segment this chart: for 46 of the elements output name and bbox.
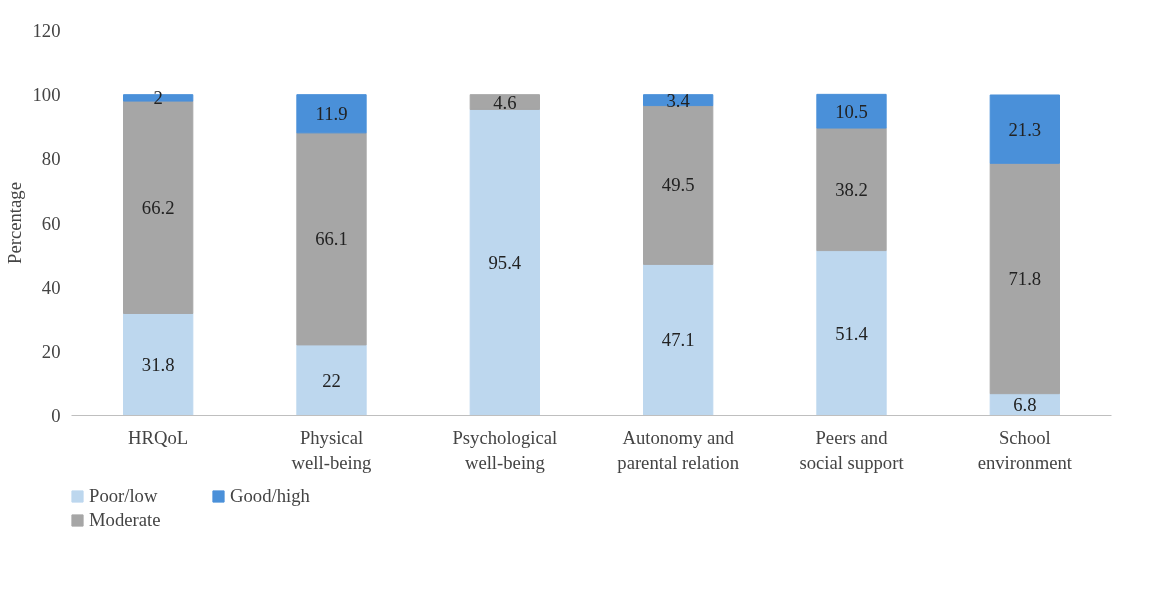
data-label: 22 xyxy=(322,369,341,391)
y-tick-label: 20 xyxy=(41,340,61,362)
data-label: 71.8 xyxy=(1008,268,1042,289)
y-tick-label: 60 xyxy=(41,212,61,234)
bar xyxy=(643,105,714,265)
legend-label: Moderate xyxy=(89,509,162,531)
data-label: 31.8 xyxy=(141,353,175,375)
y-tick-label: 120 xyxy=(32,20,61,41)
data-label: 51.4 xyxy=(835,322,869,344)
x-tick-label: Physical well-being xyxy=(291,426,372,473)
data-label: 95.4 xyxy=(488,251,522,273)
data-label: 47.1 xyxy=(661,329,695,351)
x-tick-label: School environment xyxy=(977,426,1073,473)
x-tick-label: HRQoL xyxy=(128,426,189,448)
data-label: 11.9 xyxy=(315,103,348,125)
x-tick-label: Autonomy and parental relation xyxy=(617,426,740,473)
y-axis-title: Percentage xyxy=(3,182,25,264)
bar xyxy=(296,132,367,346)
data-label: 6.8 xyxy=(1013,394,1037,416)
data-label: 4.6 xyxy=(493,91,517,113)
data-label: 66.1 xyxy=(315,228,348,250)
y-tick-label: 0 xyxy=(51,405,61,426)
data-label: 3.4 xyxy=(666,89,691,111)
y-tick-label: 100 xyxy=(32,84,61,106)
bar xyxy=(296,344,367,416)
bar xyxy=(296,94,367,134)
data-label: 38.2 xyxy=(835,178,868,200)
data-label: 49.5 xyxy=(661,174,695,196)
y-tick-label: 40 xyxy=(41,276,61,298)
bar xyxy=(816,127,887,252)
bar xyxy=(816,250,887,416)
x-tick-label: Peers and social support xyxy=(799,426,905,473)
data-label: 21.3 xyxy=(1008,118,1042,140)
bar xyxy=(989,94,1060,164)
bar xyxy=(816,93,887,129)
data-label: 2 xyxy=(153,87,163,109)
bar xyxy=(989,162,1060,395)
bar xyxy=(123,312,194,416)
legend-label: Poor/low xyxy=(89,485,159,507)
data-label: 66.2 xyxy=(141,196,175,218)
legend-label: Good/high xyxy=(230,485,311,507)
data-label: 10.5 xyxy=(835,100,868,122)
y-tick-label: 80 xyxy=(41,148,61,170)
x-tick-label: Psychological well-being xyxy=(452,426,558,473)
bar xyxy=(643,263,714,416)
bar xyxy=(469,108,540,416)
